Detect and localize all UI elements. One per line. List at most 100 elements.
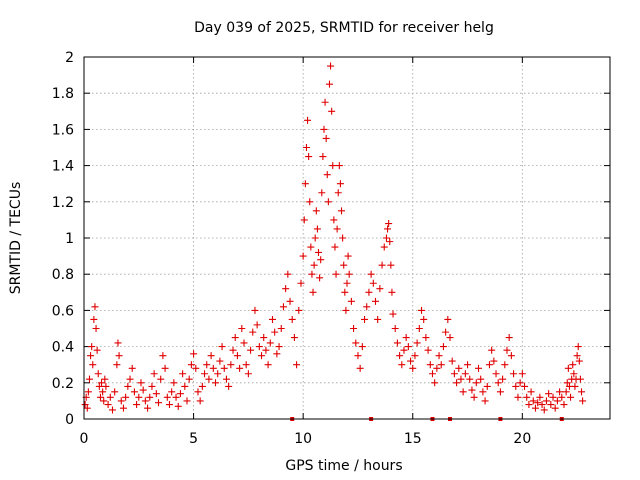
- data-point: [203, 361, 211, 369]
- data-point: [328, 107, 336, 115]
- data-point: [87, 352, 95, 360]
- data-point: [340, 261, 348, 269]
- data-point: [233, 352, 241, 360]
- data-point: [404, 343, 412, 351]
- data-point: [579, 397, 587, 405]
- data-point: [538, 401, 546, 409]
- data-point: [333, 225, 341, 233]
- data-point: [96, 393, 104, 401]
- data-point: [93, 346, 101, 354]
- data-point: [334, 189, 342, 197]
- data-point: [247, 346, 255, 354]
- data-point: [240, 339, 248, 347]
- data-point: [376, 285, 384, 293]
- data-point: [400, 346, 408, 354]
- data-point: [133, 401, 141, 409]
- data-point: [307, 243, 315, 251]
- data-point: [284, 270, 292, 278]
- data-point: [148, 382, 156, 390]
- data-point: [428, 370, 436, 378]
- data-point: [398, 361, 406, 369]
- data-point: [293, 361, 301, 369]
- x-tick-label: 5: [189, 431, 198, 447]
- data-point: [527, 388, 535, 396]
- data-point: [563, 379, 571, 387]
- data-point: [385, 220, 393, 228]
- data-point: [94, 370, 102, 378]
- data-point: [411, 352, 419, 360]
- data-point: [311, 234, 319, 242]
- data-point: [320, 125, 328, 133]
- data-point: [338, 207, 346, 215]
- data-point: [207, 352, 215, 360]
- data-point: [347, 297, 355, 305]
- data-point: [369, 279, 377, 287]
- data-point: [113, 361, 121, 369]
- x-tick-label: 0: [80, 431, 89, 447]
- data-point: [163, 393, 171, 401]
- data-point: [137, 379, 145, 387]
- data-point: [380, 243, 388, 251]
- data-point: [409, 364, 417, 372]
- data-point: [181, 382, 189, 390]
- x-tick-label: 20: [513, 431, 531, 447]
- data-point: [90, 315, 98, 323]
- data-point: [531, 404, 539, 412]
- data-point: [352, 339, 360, 347]
- data-point: [198, 382, 206, 390]
- data-point: [496, 388, 504, 396]
- data-point: [128, 364, 136, 372]
- data-point: [483, 382, 491, 390]
- data-point: [510, 370, 518, 378]
- data-point: [345, 270, 353, 278]
- data-point: [89, 361, 97, 369]
- data-point: [146, 393, 154, 401]
- data-point: [266, 339, 274, 347]
- data-point: [253, 321, 261, 329]
- data-point: [494, 379, 502, 387]
- y-tick-label: 0.4: [52, 340, 74, 356]
- data-point: [521, 382, 529, 390]
- data-point: [309, 288, 317, 296]
- y-axis-label: SRMTID / TECUs: [8, 182, 24, 295]
- data-point: [331, 243, 339, 251]
- data-point: [573, 352, 581, 360]
- data-point: [99, 388, 107, 396]
- data-point: [444, 315, 452, 323]
- data-point: [302, 144, 310, 151]
- data-point: [481, 397, 489, 405]
- data-point: [85, 375, 93, 383]
- data-point: [144, 404, 152, 412]
- data-point: [139, 386, 147, 394]
- y-tick-label: 2: [65, 50, 74, 66]
- data-point: [273, 350, 281, 358]
- data-point: [316, 274, 324, 282]
- data-point: [341, 288, 349, 296]
- data-point: [363, 303, 371, 311]
- data-point: [574, 343, 582, 351]
- data-point: [92, 325, 100, 332]
- data-point: [325, 80, 333, 88]
- data-point: [262, 346, 270, 354]
- data-point: [350, 325, 358, 332]
- data-point: [336, 180, 344, 188]
- data-point: [288, 315, 296, 323]
- data-point: [516, 379, 524, 387]
- data-point: [567, 393, 575, 401]
- chart-title: Day 039 of 2025, SRMTID for receiver hel…: [194, 20, 494, 36]
- data-point: [179, 370, 187, 378]
- data-point: [384, 225, 392, 233]
- data-point: [321, 98, 329, 106]
- data-point: [168, 388, 176, 396]
- data-point: [356, 364, 364, 372]
- data-point: [117, 397, 125, 405]
- data-point: [407, 357, 415, 365]
- data-point: [570, 370, 578, 378]
- data-point: [310, 261, 318, 269]
- data-point: [536, 393, 544, 401]
- data-point: [330, 216, 338, 224]
- data-point: [318, 189, 326, 197]
- data-point: [172, 393, 180, 401]
- data-point: [367, 270, 375, 278]
- data-point: [342, 306, 350, 314]
